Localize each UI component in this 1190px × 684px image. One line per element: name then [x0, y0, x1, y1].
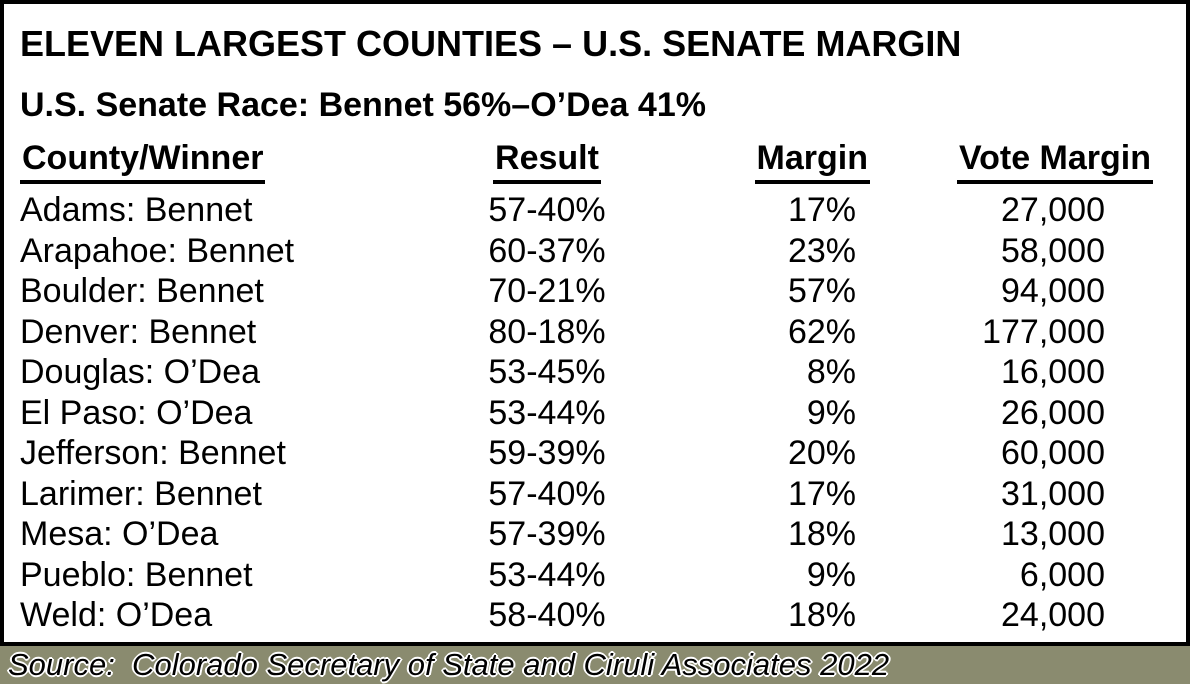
cell-result: 80-18%: [488, 312, 606, 351]
table-header-row: County/Winner Result Margin Vote Margin: [20, 138, 1170, 190]
cell-vote-margin: 177,000: [982, 312, 1105, 351]
cell-result: 60-37%: [488, 231, 606, 270]
table-row: Denver: Bennet 80-18% 62% 177,000: [20, 312, 1170, 353]
cell-county-winner: Pueblo: Bennet: [20, 555, 253, 594]
cell-county-winner: Douglas: O’Dea: [20, 353, 261, 391]
page-title: ELEVEN LARGEST COUNTIES – U.S. SENATE MA…: [20, 23, 962, 64]
column-header-county-winner: County/Winner: [20, 138, 420, 190]
cell-result: 57-40%: [488, 191, 606, 229]
cell-vote-margin: 58,000: [1001, 231, 1105, 270]
cell-county-winner: Arapahoe: Bennet: [20, 231, 295, 270]
cell-county-winner: Jefferson: Bennet: [20, 434, 286, 472]
cell-result: 59-39%: [488, 434, 606, 472]
cell-county-winner: Denver: Bennet: [20, 312, 257, 351]
cell-vote-margin: 31,000: [1001, 474, 1105, 513]
table-row: El Paso: O’Dea 53-44% 9% 26,000: [20, 393, 1170, 434]
cell-vote-margin: 13,000: [1001, 515, 1105, 553]
cell-county-winner: Adams: Bennet: [20, 191, 253, 229]
column-header-vote-margin: Vote Margin: [874, 138, 1170, 190]
table-row: Adams: Bennet 57-40% 17% 27,000: [20, 190, 1170, 231]
cell-vote-margin: 24,000: [1001, 596, 1105, 634]
county-results-table: County/Winner Result Margin Vote Margin …: [20, 138, 1170, 636]
cell-vote-margin: 16,000: [1001, 353, 1105, 391]
cell-county-winner: Mesa: O’Dea: [20, 515, 219, 553]
table-row: Pueblo: Bennet 53-44% 9% 6,000: [20, 555, 1170, 596]
race-summary: U.S. Senate Race: Bennet 56%–O’Dea 41%: [20, 86, 706, 124]
cell-margin: 8%: [806, 353, 856, 391]
cell-margin: 9%: [806, 555, 856, 594]
cell-result: 70-21%: [488, 272, 606, 310]
cell-margin: 18%: [787, 596, 856, 634]
cell-margin: 57%: [787, 272, 856, 310]
cell-county-winner: Boulder: Bennet: [20, 272, 264, 310]
source-text: Source: Colorado Secretary of State and …: [8, 647, 890, 682]
column-header-margin: Margin: [674, 138, 874, 190]
cell-margin: 17%: [787, 474, 856, 513]
cell-margin: 20%: [787, 434, 856, 472]
cell-vote-margin: 94,000: [1001, 272, 1105, 310]
table-row: Larimer: Bennet 57-40% 17% 31,000: [20, 474, 1170, 515]
source-bar: Source: Colorado Secretary of State and …: [0, 646, 1190, 684]
cell-vote-margin: 27,000: [1001, 191, 1105, 229]
column-header-result: Result: [420, 138, 674, 190]
cell-result: 53-45%: [488, 353, 606, 391]
cell-result: 53-44%: [488, 393, 606, 432]
cell-result: 53-44%: [488, 555, 606, 594]
cell-county-winner: Larimer: Bennet: [20, 474, 262, 513]
table-row: Douglas: O’Dea 53-45% 8% 16,000: [20, 352, 1170, 393]
table-row: Arapahoe: Bennet 60-37% 23% 58,000: [20, 231, 1170, 272]
cell-result: 57-40%: [488, 474, 606, 513]
table-row: Jefferson: Bennet 59-39% 20% 60,000: [20, 433, 1170, 474]
cell-margin: 9%: [806, 393, 856, 432]
cell-margin: 18%: [787, 515, 856, 553]
cell-vote-margin: 60,000: [1001, 434, 1105, 472]
cell-margin: 17%: [787, 191, 856, 229]
cell-county-winner: Weld: O’Dea: [20, 596, 213, 634]
table-row: Boulder: Bennet 70-21% 57% 94,000: [20, 271, 1170, 312]
cell-county-winner: El Paso: O’Dea: [20, 393, 253, 432]
table-row: Mesa: O’Dea 57-39% 18% 13,000: [20, 514, 1170, 555]
cell-margin: 23%: [787, 231, 856, 270]
cell-margin: 62%: [787, 312, 856, 351]
table-row: Weld: O’Dea 58-40% 18% 24,000: [20, 595, 1170, 636]
table-panel: ELEVEN LARGEST COUNTIES – U.S. SENATE MA…: [0, 0, 1190, 646]
cell-result: 57-39%: [488, 515, 606, 553]
cell-vote-margin: 6,000: [1019, 555, 1105, 594]
cell-vote-margin: 26,000: [1001, 393, 1105, 432]
cell-result: 58-40%: [488, 596, 606, 634]
